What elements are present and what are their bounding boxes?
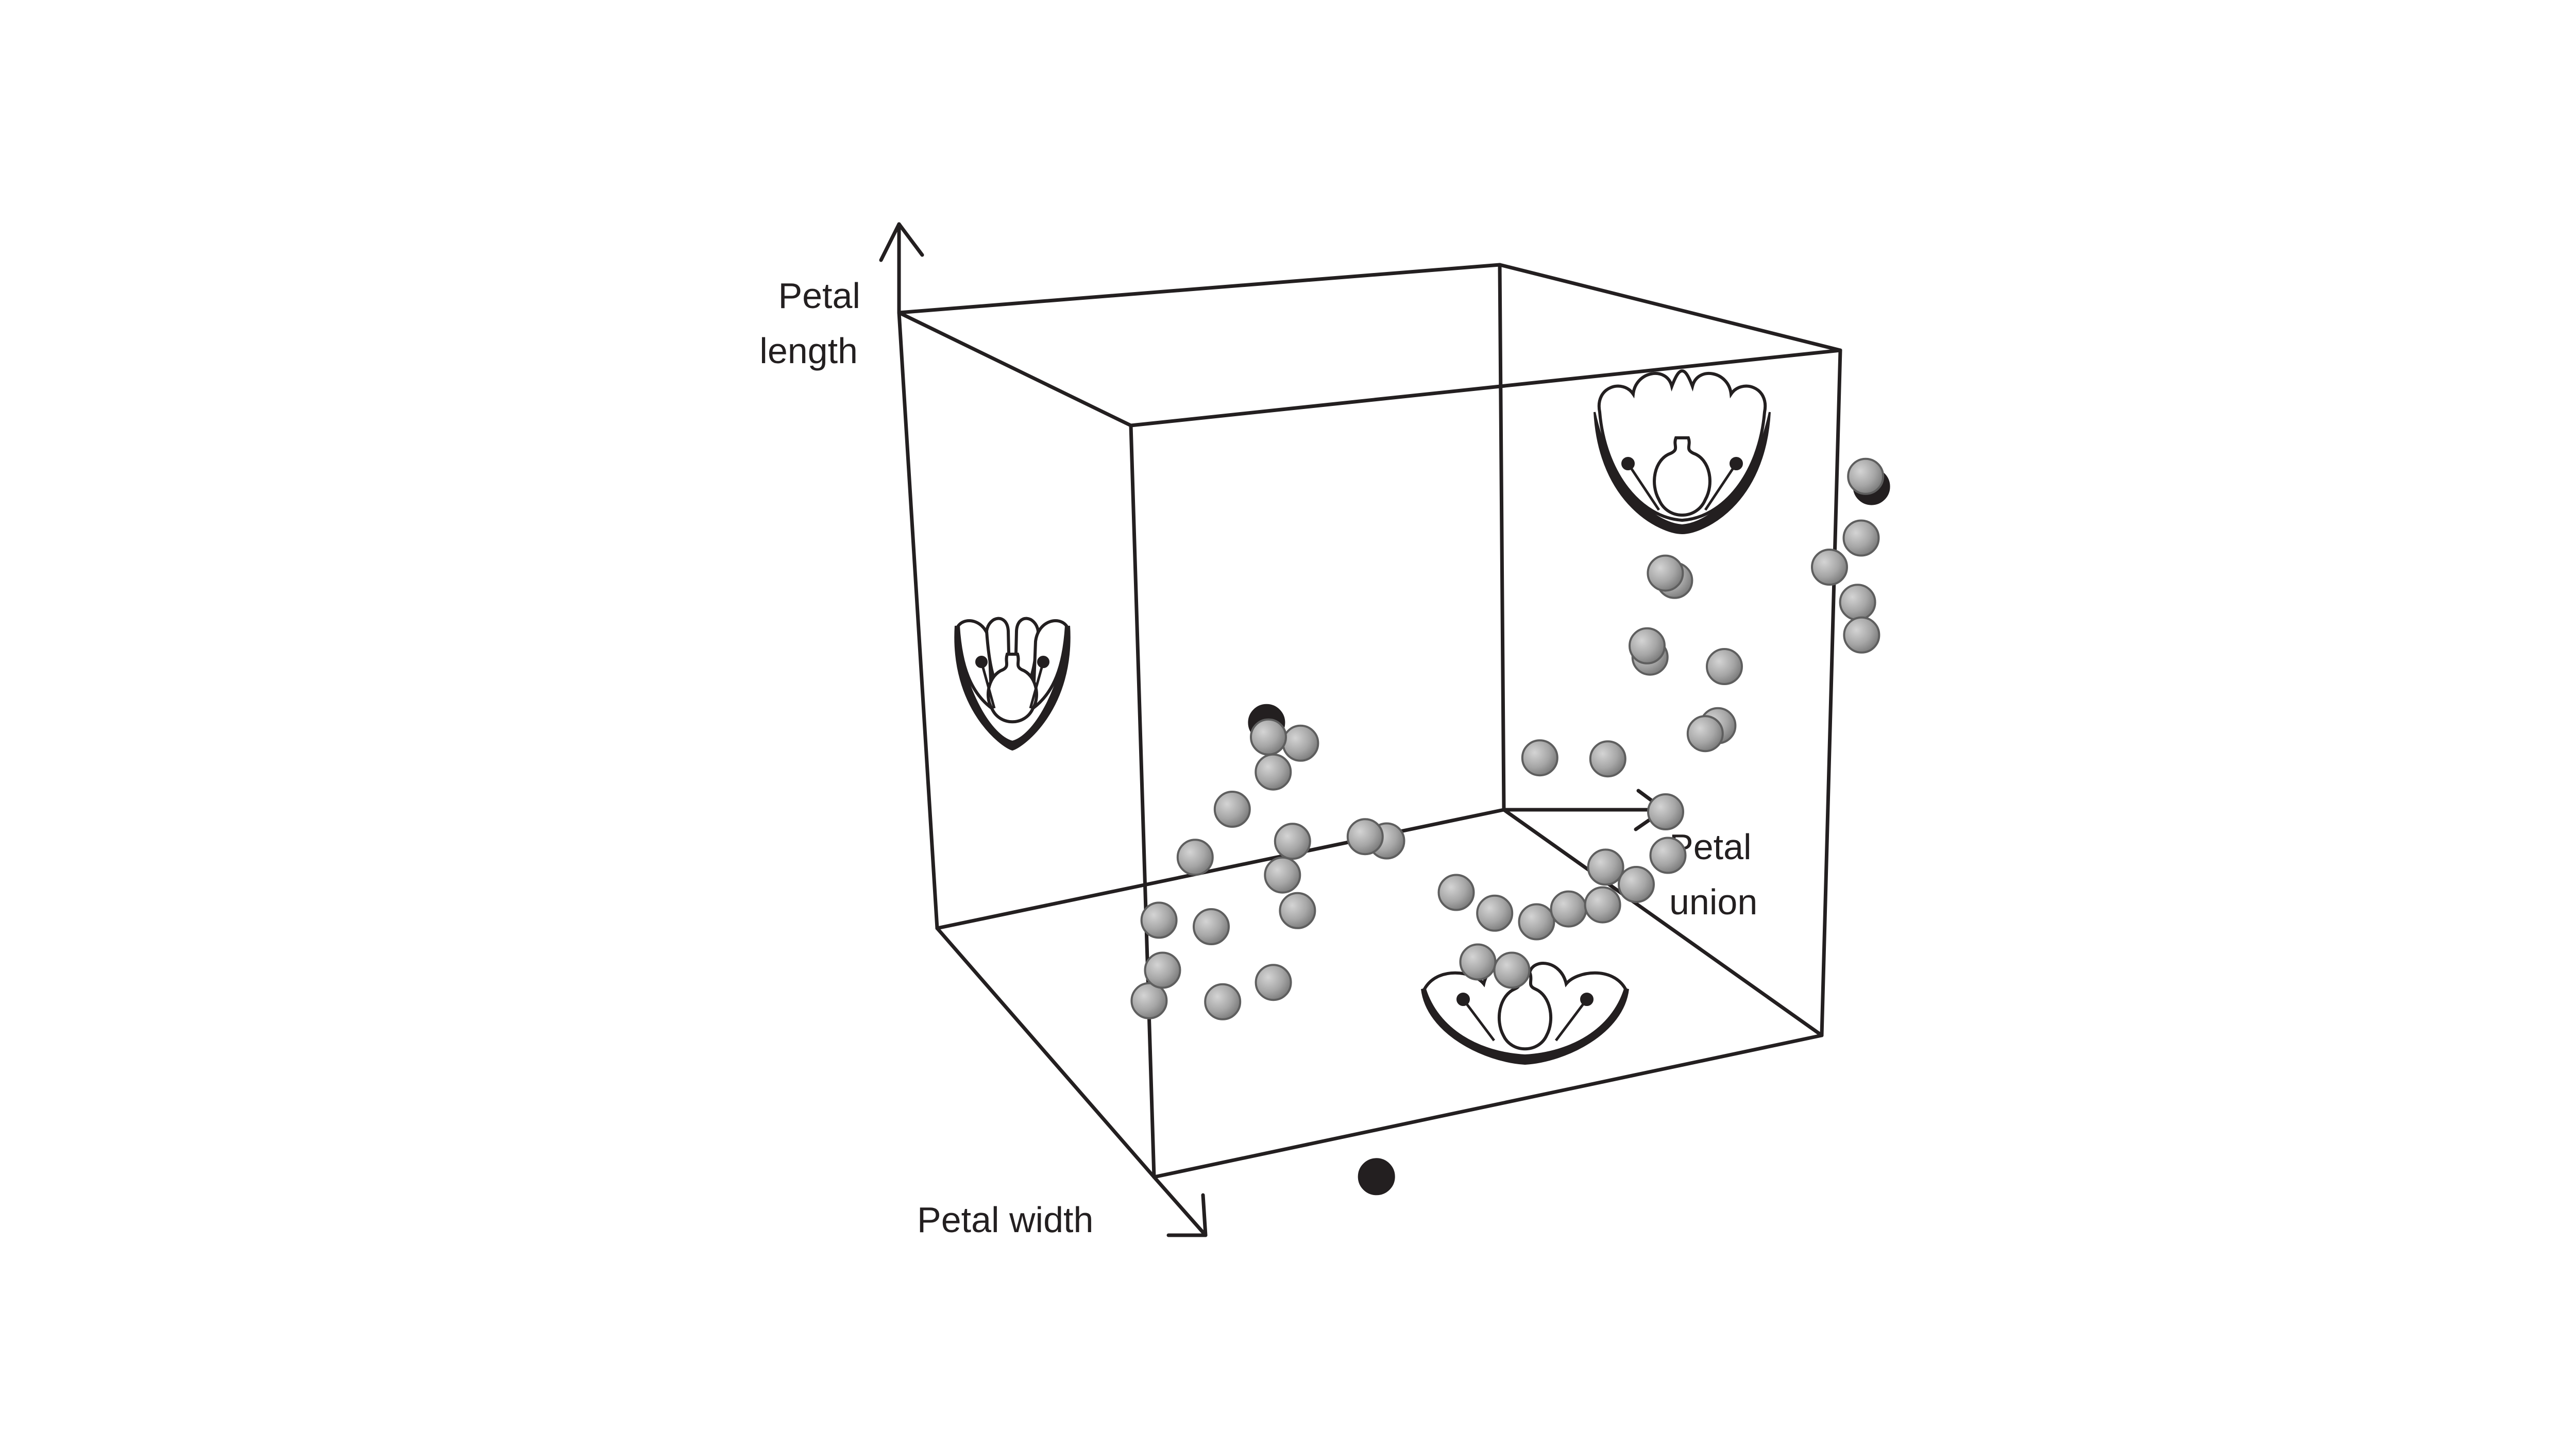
flower-anther — [975, 656, 988, 668]
free-petal-flower-illustration — [954, 617, 1071, 751]
data-point — [1250, 718, 1287, 756]
data-point — [1843, 616, 1880, 654]
flower-anther — [1580, 993, 1594, 1006]
data-point — [1584, 886, 1621, 924]
data-point — [1204, 983, 1242, 1020]
flower-pistil — [1653, 436, 1711, 517]
data-point — [1847, 457, 1885, 495]
z-axis-label-line1: Petal — [778, 276, 860, 316]
data-point — [1346, 818, 1384, 856]
data-point — [1706, 648, 1743, 685]
axis-arrows — [879, 222, 1666, 1237]
flower-stamen — [1704, 463, 1738, 511]
data-point — [1493, 951, 1531, 989]
cube-frame — [897, 263, 1842, 1179]
flower-sepal — [954, 625, 1071, 751]
cube-edge — [1129, 348, 1842, 428]
data-point — [1629, 627, 1666, 664]
cube-edge — [935, 808, 1506, 930]
z-axis-label-line2: length — [759, 331, 858, 371]
flower-stamen — [1462, 998, 1495, 1042]
fused-petal-flower-illustration — [1594, 369, 1771, 535]
flower-anther — [1456, 993, 1470, 1006]
cube-edge — [897, 311, 1133, 428]
flower-stamen — [1626, 463, 1660, 511]
data-point — [1589, 740, 1626, 778]
cube-edge — [1502, 808, 1824, 1037]
data-point — [1193, 908, 1230, 945]
cube-edge — [897, 311, 939, 930]
flower-stamen — [980, 661, 996, 709]
cube-edge — [897, 263, 1502, 315]
data-point — [1279, 892, 1316, 929]
y-axis-arrow-shaft — [1152, 1175, 1208, 1237]
data-point — [1282, 724, 1319, 762]
cube-edge — [1129, 423, 1156, 1179]
flower-pistil — [987, 653, 1038, 724]
flower-stamen — [1555, 998, 1588, 1042]
z-axis-arrowhead — [879, 222, 924, 262]
flower-anther — [1037, 656, 1049, 668]
cube-edge — [1498, 263, 1842, 352]
flower-anther — [1621, 457, 1635, 470]
data-point — [1130, 982, 1168, 1019]
data-point — [1255, 964, 1292, 1001]
data-point — [1140, 901, 1178, 939]
cube-edge — [1152, 1033, 1824, 1179]
cube-edge — [935, 926, 1156, 1179]
flower-sepal — [1594, 412, 1771, 535]
data-point — [1618, 866, 1655, 903]
data-point — [1274, 823, 1311, 860]
data-point — [1587, 848, 1624, 886]
y-axis-label: Petal width — [917, 1200, 1093, 1240]
data-point — [1518, 903, 1555, 941]
flower-anther — [1730, 457, 1743, 470]
data-point — [1842, 519, 1880, 557]
y-axis-arrowhead — [1166, 1193, 1208, 1237]
flower-stamen — [1029, 661, 1045, 709]
x-axis-label-line2: union — [1669, 882, 1757, 922]
data-points — [1130, 457, 1890, 1196]
data-point — [1550, 890, 1587, 928]
highlight-data-point — [1358, 1158, 1395, 1196]
data-point — [1144, 951, 1181, 989]
data-point — [1647, 793, 1684, 830]
data-point — [1839, 584, 1876, 621]
flower-pistil — [1497, 972, 1553, 1051]
cube-edge — [1820, 348, 1842, 1037]
data-point — [1647, 554, 1684, 592]
data-point — [1649, 837, 1687, 874]
data-point — [1255, 753, 1292, 791]
data-point — [1521, 739, 1558, 777]
data-point — [1176, 839, 1214, 876]
data-point — [1686, 715, 1724, 753]
cube-edge — [1498, 263, 1506, 812]
data-point — [1811, 549, 1848, 586]
data-point — [1459, 943, 1497, 981]
data-point — [1476, 894, 1514, 932]
data-point — [1437, 874, 1475, 911]
data-point — [1213, 791, 1251, 828]
data-point — [1264, 856, 1301, 894]
